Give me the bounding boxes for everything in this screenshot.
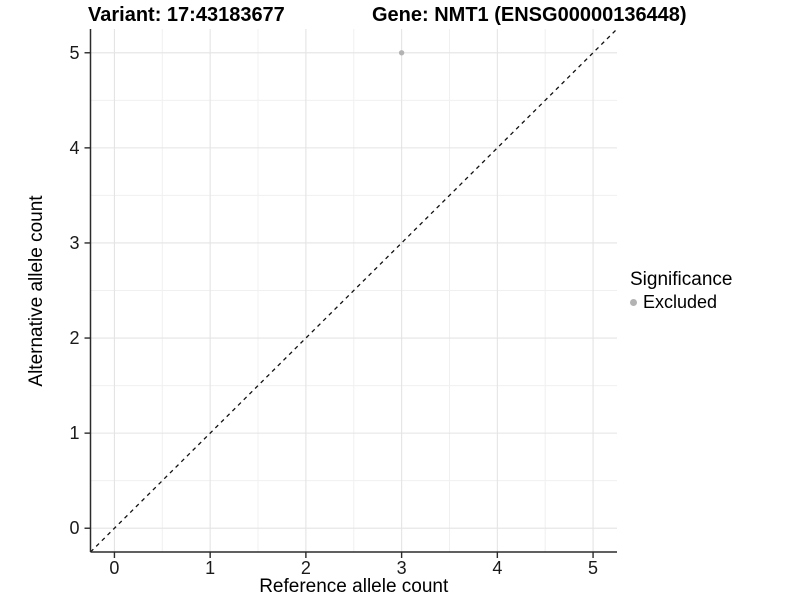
y-tick-label: 0 [69, 518, 80, 539]
x-tick-label: 1 [205, 558, 216, 578]
x-tick-label: 2 [300, 558, 311, 578]
legend-title: Significance [630, 269, 733, 290]
y-tick-label: 5 [69, 42, 80, 63]
y-tick-label: 3 [69, 232, 80, 253]
legend-item-label: Excluded [643, 292, 718, 312]
excluded-point-icon [630, 298, 637, 306]
variant-title: Variant: 17:43183677 [88, 4, 285, 26]
legend-item-excluded: Excluded [628, 292, 732, 312]
y-tick-label: 4 [69, 137, 80, 158]
x-tick-label: 5 [588, 558, 599, 578]
y-axis-title: Alternative allele count [26, 194, 47, 387]
gene-title: Gene: NMT1 (ENSG00000136448) [372, 4, 687, 26]
x-axis-title: Reference allele count [259, 576, 449, 597]
y-tick-label: 2 [69, 328, 80, 349]
y-tick-label: 1 [69, 423, 80, 444]
legend: Significance Excluded [628, 269, 732, 312]
x-tick-label: 4 [492, 558, 503, 578]
identity-dashed-line [90, 28, 618, 553]
data-point [398, 50, 405, 56]
x-tick-label: 3 [396, 558, 407, 578]
x-tick-label: 0 [109, 558, 120, 578]
